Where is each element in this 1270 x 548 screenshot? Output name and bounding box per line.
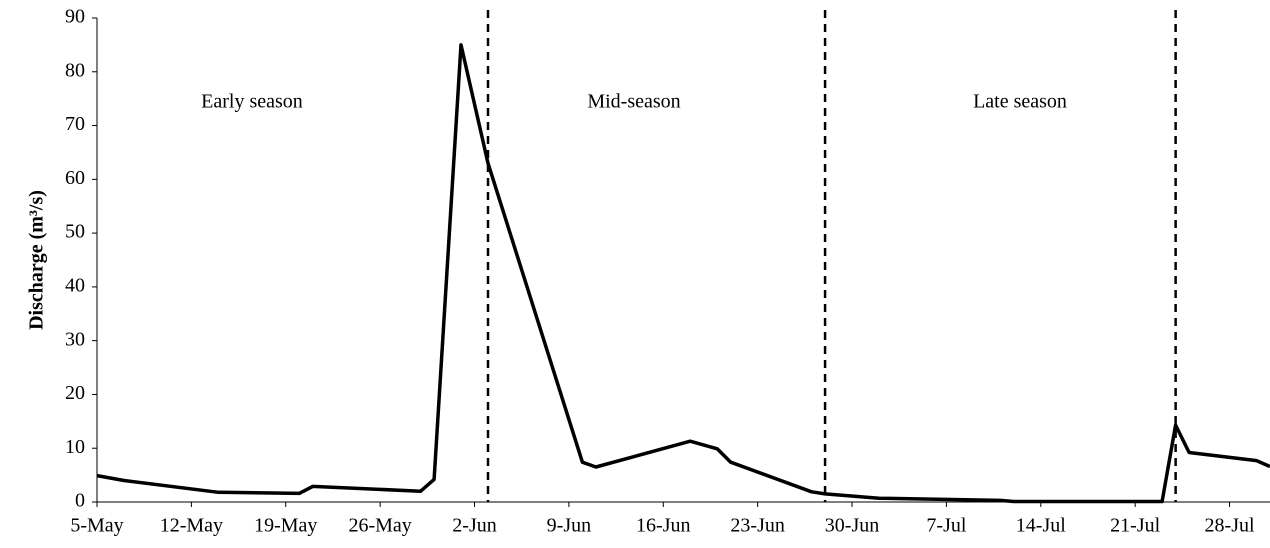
y-tick-label: 30 (65, 328, 85, 350)
x-tick-label: 26-May (348, 515, 411, 537)
x-tick-label: 5-May (70, 515, 123, 537)
discharge-line (96, 43, 1270, 504)
x-tick-label: 2-Jun (452, 515, 496, 537)
season-label: Late season (973, 91, 1067, 113)
y-tick-label: 20 (65, 382, 85, 404)
x-tick-label: 19-May (254, 515, 317, 537)
x-tick-label: 28-Jul (1205, 515, 1255, 537)
x-tick-label: 7-Jul (926, 515, 966, 537)
x-tick-label: 12-May (160, 515, 223, 537)
y-tick-label: 90 (65, 6, 85, 28)
x-tick-label: 21-Jul (1110, 515, 1160, 537)
y-tick-label: 70 (65, 113, 85, 135)
y-tick-label: 40 (65, 274, 85, 296)
x-tick-label: 16-Jun (636, 515, 690, 537)
x-tick-label: 14-Jul (1016, 515, 1066, 537)
season-label: Early season (201, 91, 303, 113)
x-tick-label: 23-Jun (730, 515, 784, 537)
x-tick-label: 9-Jun (547, 515, 591, 537)
x-tick-label: 30-Jun (825, 515, 879, 537)
y-tick-label: 60 (65, 167, 85, 189)
y-tick-label: 80 (65, 59, 85, 81)
season-label: Mid-season (587, 91, 680, 113)
y-tick-label: 0 (75, 490, 85, 512)
y-tick-label: 50 (65, 221, 85, 243)
y-tick-label: 10 (65, 436, 85, 458)
y-axis-label: Discharge (m³/s) (26, 190, 48, 330)
